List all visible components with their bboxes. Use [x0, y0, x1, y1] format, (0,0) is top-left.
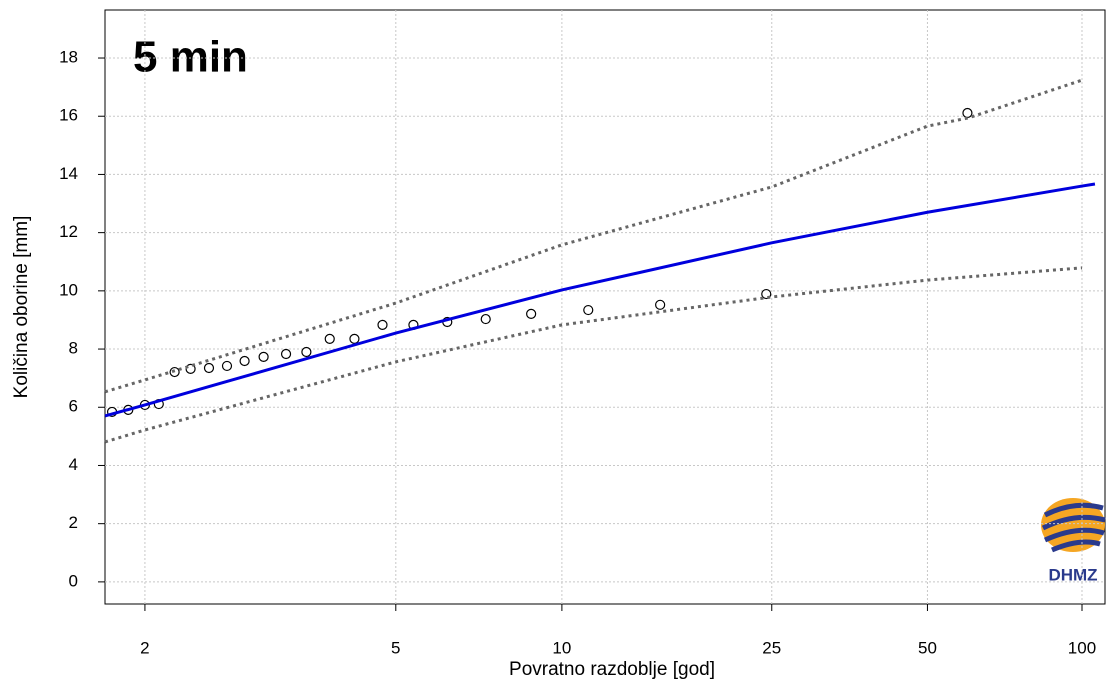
plot-frame [104, 9, 1106, 605]
y-tick-label: 16 [59, 106, 78, 125]
y-tick-label: 0 [69, 571, 78, 590]
x-tick-label: 100 [1068, 638, 1096, 657]
y-tick-label: 6 [69, 397, 78, 416]
data-point [324, 333, 335, 344]
y-tick-label: 8 [69, 339, 78, 358]
data-point [655, 299, 666, 310]
x-tick-label: 25 [762, 638, 781, 657]
data-point [301, 346, 312, 358]
confidence-line [104, 78, 1083, 394]
y-tick-label: 18 [59, 48, 78, 67]
x-tick-label: 2 [140, 638, 149, 657]
data-point [258, 351, 269, 363]
x-tick-label: 50 [918, 638, 937, 657]
x-tick-label: 10 [552, 638, 571, 657]
confidence-line [104, 266, 1083, 444]
logo-text: DHMZ [1048, 565, 1097, 584]
data-point [349, 333, 360, 344]
y-tick-label: 12 [59, 222, 78, 241]
data-point [221, 360, 233, 372]
data-point [203, 362, 215, 374]
y-tick-label: 2 [69, 513, 78, 532]
grid [105, 10, 1105, 604]
y-axis-label: Količina oborine [mm] [11, 216, 32, 399]
data-point [239, 355, 250, 367]
annotation: 5 min [133, 33, 248, 82]
data-point [583, 304, 594, 316]
data-point [526, 308, 537, 319]
fit-line [104, 182, 1096, 418]
data-point [480, 313, 491, 325]
logo-swoosh [1041, 502, 1106, 553]
data-point [377, 319, 388, 330]
data-point [280, 348, 292, 360]
x-axis-label: Povratno razdoblje [god] [509, 659, 715, 680]
y-tick-label: 10 [59, 280, 78, 299]
y-tick-label: 14 [59, 164, 78, 183]
y-tick-label: 4 [69, 455, 78, 474]
logo: DHMZ [1041, 498, 1106, 584]
x-tick-label: 5 [391, 638, 400, 657]
data-point [962, 107, 973, 119]
